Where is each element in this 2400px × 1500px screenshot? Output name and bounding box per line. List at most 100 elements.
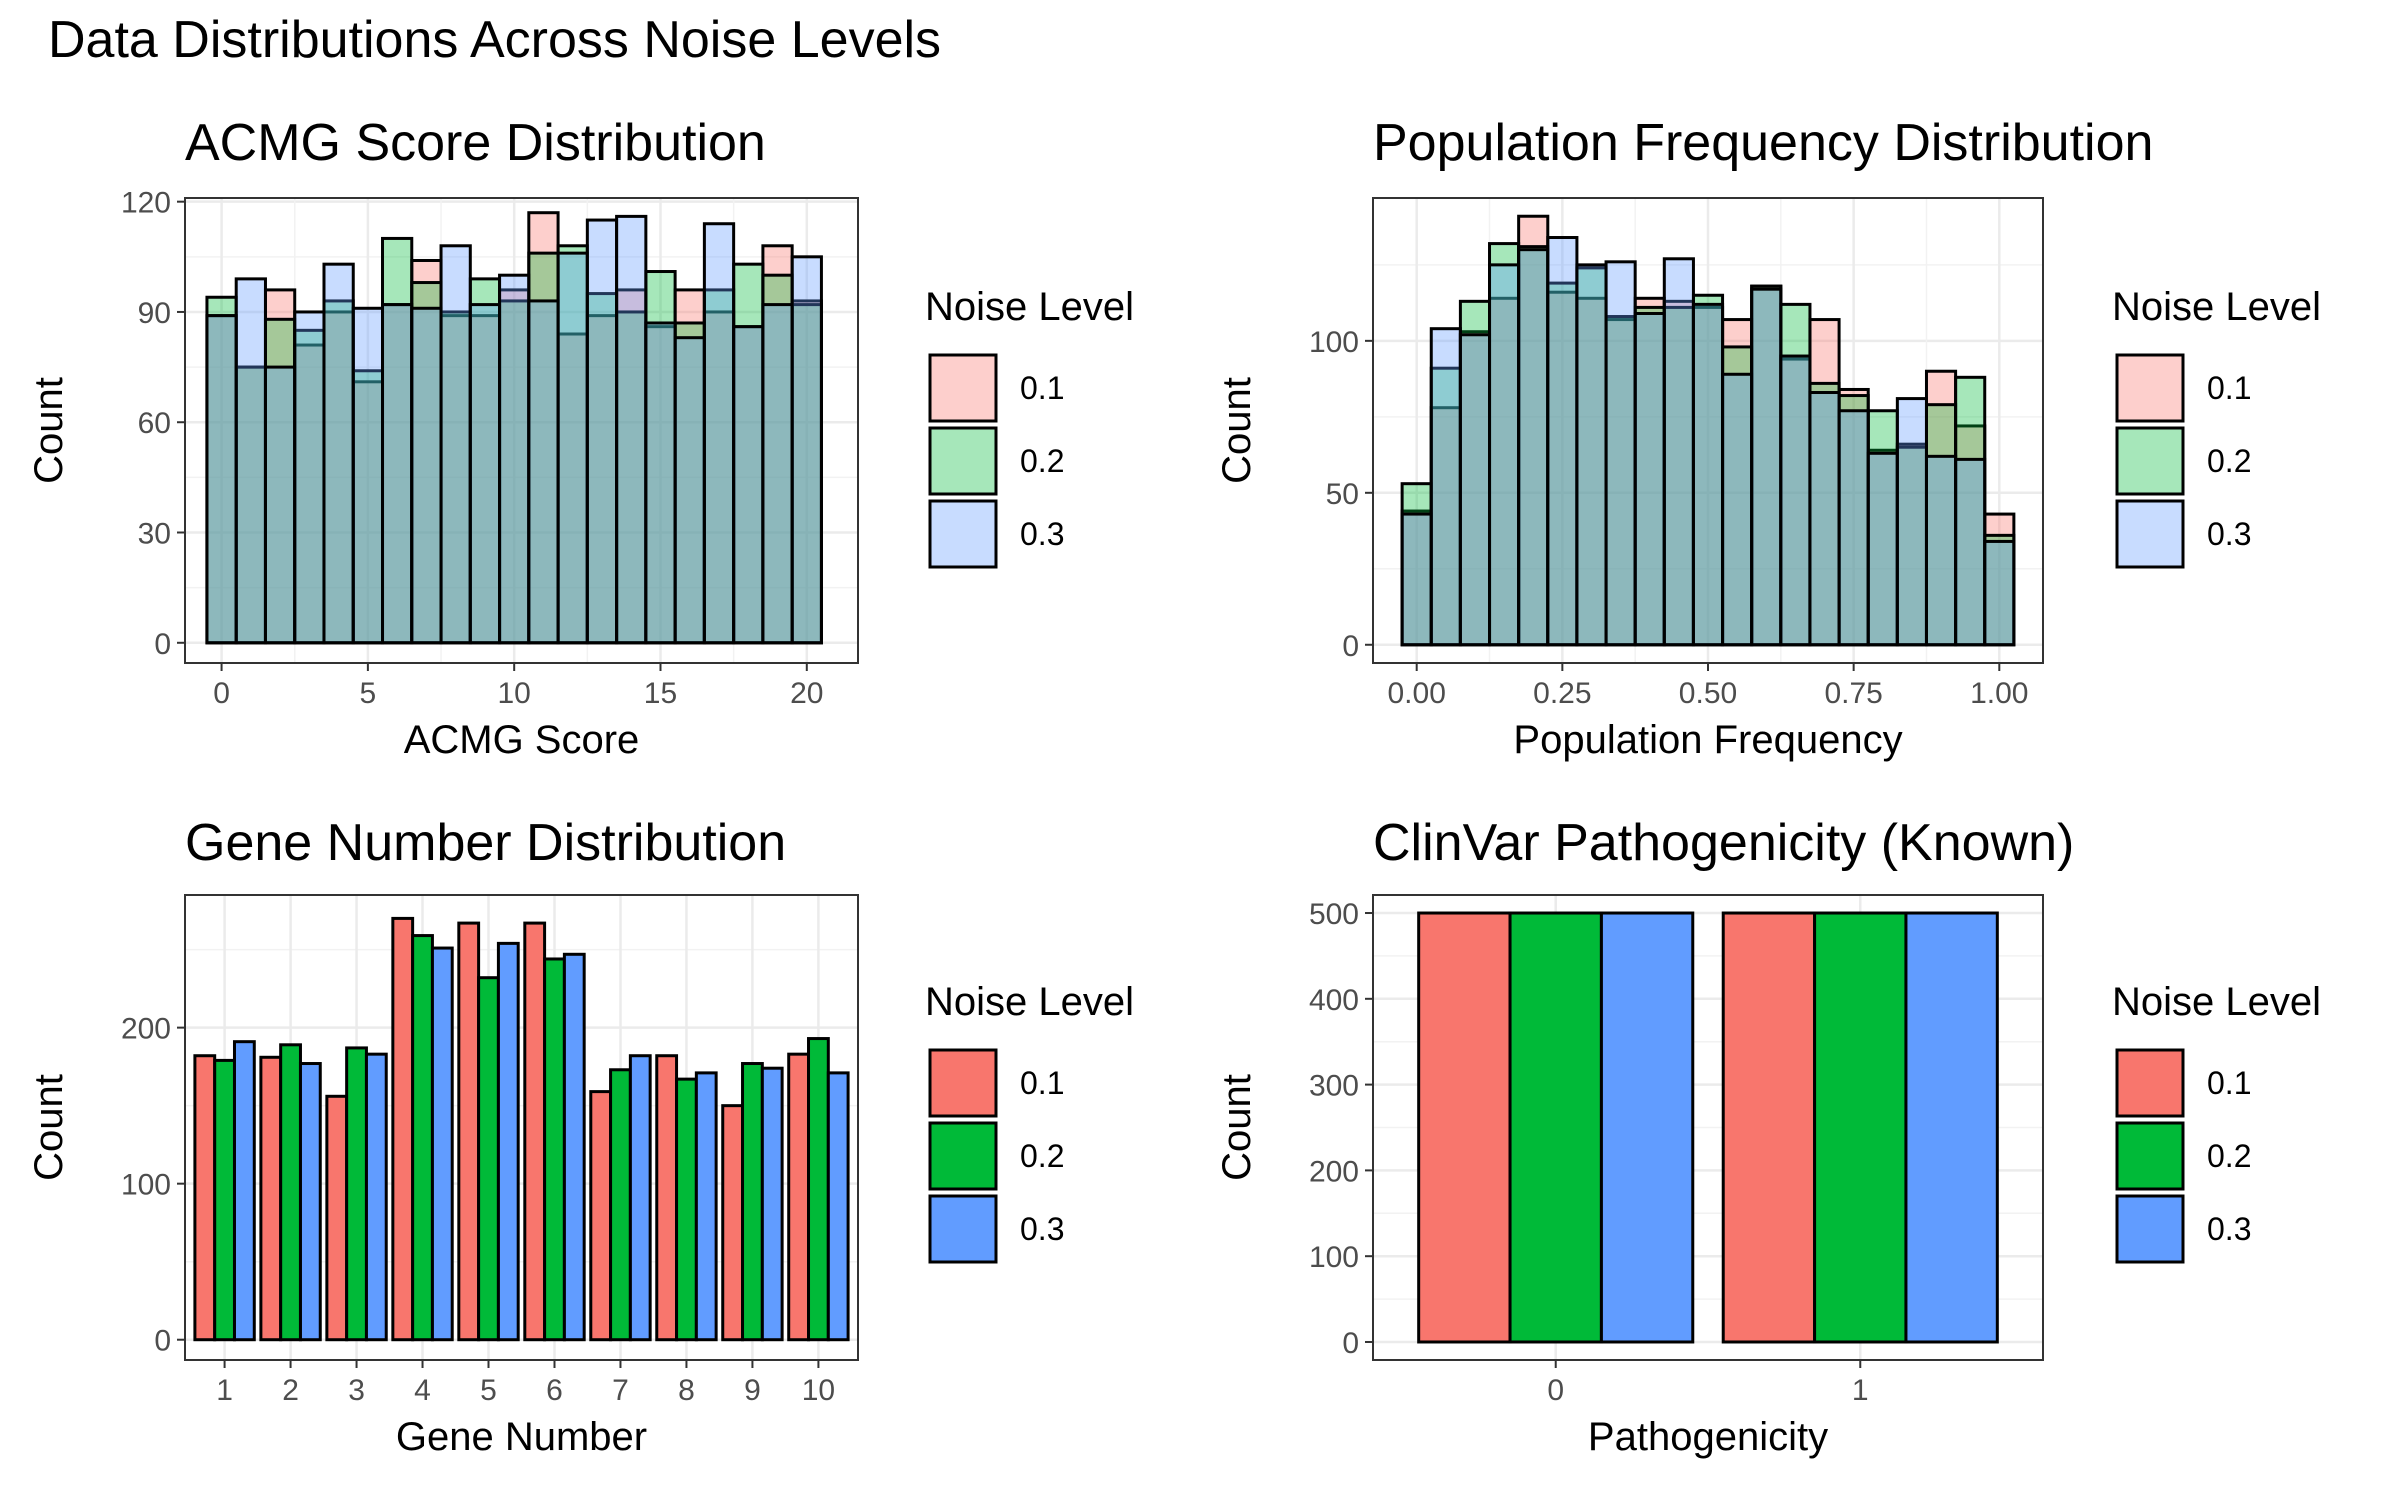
y-tick-label: 300 xyxy=(1309,1070,1359,1103)
histogram-bar xyxy=(1866,451,1899,647)
bar xyxy=(589,1090,613,1342)
histogram-bar xyxy=(1488,296,1521,647)
panel-gene-number: 0 100 200 1 2 3 4 5 6 7 8 9 10 Gene Number Count Gene N… xyxy=(27,814,1134,1459)
histogram-bar xyxy=(234,277,267,645)
histogram-bar xyxy=(439,244,472,645)
histogram-bar xyxy=(1575,263,1608,647)
x-tick-label: 1 xyxy=(216,1374,233,1407)
x-tick-label: 0.75 xyxy=(1824,677,1882,710)
y-tick-label: 200 xyxy=(121,1013,171,1046)
histogram-bar xyxy=(1983,539,2016,647)
histogram-bar xyxy=(322,262,355,645)
legend-key-0.1 xyxy=(928,353,998,423)
bar xyxy=(655,1054,679,1342)
histogram-bar xyxy=(1750,287,1783,647)
histogram-bar xyxy=(1924,454,1958,647)
legend-title: Noise Level xyxy=(2112,285,2321,329)
x-axis-label: ACMG Score xyxy=(404,718,640,762)
histogram-bar xyxy=(790,255,823,645)
x-axis-label: Population Frequency xyxy=(1513,718,1902,762)
legend-key-0.2 xyxy=(2115,1121,2185,1191)
panel-title: Gene Number Distribution xyxy=(185,814,786,872)
x-tick-label: 1.00 xyxy=(1970,677,2028,710)
bar xyxy=(1721,911,1817,1344)
histogram-bar xyxy=(351,306,385,645)
histogram-bar xyxy=(1808,391,1841,647)
legend-key-0.3 xyxy=(2115,499,2185,569)
histogram-bar xyxy=(205,314,238,645)
bar xyxy=(721,1104,745,1342)
histogram-bar xyxy=(1808,381,1841,647)
bar xyxy=(543,957,566,1342)
y-axis-label: Count xyxy=(1215,377,1259,484)
bar xyxy=(1417,911,1512,1344)
x-tick-label: 1 xyxy=(1852,1374,1869,1407)
histogram-bar xyxy=(1924,369,1958,647)
legend-label: 0.2 xyxy=(2207,1138,2251,1174)
y-tick-label: 100 xyxy=(121,1169,171,1202)
histogram-bar xyxy=(1458,330,1492,647)
histogram-bar xyxy=(556,244,589,645)
y-tick-label: 50 xyxy=(1326,478,1359,511)
x-tick-label: 3 xyxy=(348,1374,365,1407)
bar xyxy=(411,934,434,1342)
legend-title: Noise Level xyxy=(925,285,1134,329)
x-tick-label: 10 xyxy=(802,1374,835,1407)
x-tick-label: 4 xyxy=(414,1374,431,1407)
x-tick-label: 2 xyxy=(282,1374,299,1407)
x-axis-label: Pathogenicity xyxy=(1588,1415,1828,1459)
histogram-bar xyxy=(1488,263,1521,647)
bar xyxy=(1813,911,1908,1344)
histogram-bar xyxy=(293,310,326,645)
legend-label: 0.2 xyxy=(2207,443,2251,479)
histogram-bar xyxy=(702,222,736,645)
histogram-bar xyxy=(1779,354,1812,647)
bar xyxy=(826,1071,850,1342)
bar xyxy=(430,946,454,1342)
histogram-bar xyxy=(1779,357,1812,647)
bar xyxy=(364,1052,388,1342)
histogram-bar xyxy=(1517,245,1550,647)
histogram-bar xyxy=(1691,302,1725,647)
x-tick-label: 8 xyxy=(678,1374,695,1407)
bar xyxy=(1508,911,1603,1344)
x-tick-label: 20 xyxy=(790,677,823,710)
bar xyxy=(694,1071,718,1342)
histogram-bar xyxy=(498,273,531,645)
bar xyxy=(807,1037,830,1342)
panel-title: ClinVar Pathogenicity (Known) xyxy=(1373,814,2074,872)
legend-key-0.1 xyxy=(2115,1048,2185,1118)
legend-label: 0.1 xyxy=(2207,370,2251,406)
histogram-bar xyxy=(410,306,443,645)
bar xyxy=(391,916,415,1342)
legend-label: 0.2 xyxy=(1020,1138,1064,1174)
histogram-bar xyxy=(673,336,706,645)
panel-title: Population Frequency Distribution xyxy=(1373,114,2153,172)
y-tick-label: 0 xyxy=(154,628,171,661)
bar xyxy=(213,1058,236,1342)
legend-label: 0.3 xyxy=(2207,1211,2251,1247)
histogram-bar xyxy=(556,251,589,645)
y-axis-label: Count xyxy=(1215,1074,1259,1181)
histogram-bar xyxy=(1429,366,1462,647)
legend-key-0.1 xyxy=(928,1048,998,1118)
histogram-bar xyxy=(1983,533,2016,647)
bar xyxy=(609,1068,632,1342)
legend-key-0.3 xyxy=(928,499,998,569)
histogram-bar xyxy=(644,321,677,645)
histogram-bar xyxy=(351,380,385,645)
histogram-bar xyxy=(1895,397,1928,647)
histogram-bar xyxy=(1633,311,1666,647)
legend-key-0.1 xyxy=(2115,353,2185,423)
panel-title: ACMG Score Distribution xyxy=(185,114,766,172)
histogram-bar xyxy=(585,218,619,645)
bar xyxy=(345,1046,368,1342)
legend-label: 0.3 xyxy=(1020,1211,1064,1247)
x-tick-label: 5 xyxy=(480,1374,497,1407)
legend-label: 0.3 xyxy=(2207,516,2251,552)
y-tick-label: 0 xyxy=(154,1325,171,1358)
legend-key-0.2 xyxy=(928,1121,998,1191)
y-tick-label: 200 xyxy=(1309,1155,1359,1188)
bar xyxy=(1599,911,1695,1344)
legend-label: 0.2 xyxy=(1020,443,1064,479)
